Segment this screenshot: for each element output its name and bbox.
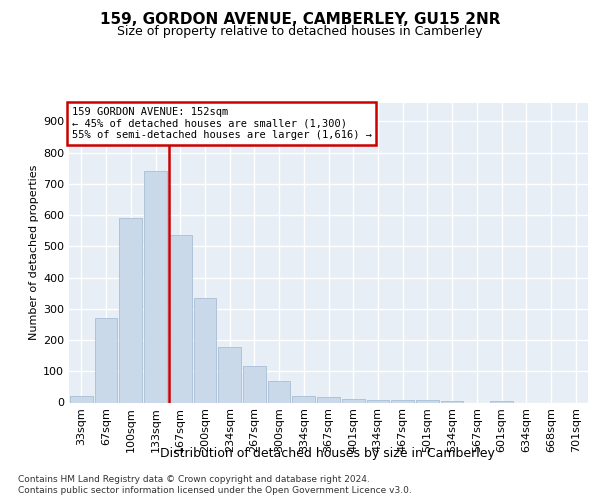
Bar [391,400,414,402]
Bar [169,236,191,402]
Bar [95,318,118,402]
Bar [218,347,241,403]
Text: Contains public sector information licensed under the Open Government Licence v3: Contains public sector information licen… [18,486,412,495]
Bar [268,380,290,402]
Bar [70,396,93,402]
Bar [317,397,340,402]
Text: 159 GORDON AVENUE: 152sqm
← 45% of detached houses are smaller (1,300)
55% of se: 159 GORDON AVENUE: 152sqm ← 45% of detac… [71,107,371,140]
Bar [367,400,389,402]
Bar [490,400,513,402]
Text: Distribution of detached houses by size in Camberley: Distribution of detached houses by size … [160,448,494,460]
Bar [243,366,266,403]
Bar [416,400,439,402]
Bar [144,171,167,402]
Text: Contains HM Land Registry data © Crown copyright and database right 2024.: Contains HM Land Registry data © Crown c… [18,475,370,484]
Bar [342,399,365,402]
Bar [119,218,142,402]
Y-axis label: Number of detached properties: Number of detached properties [29,165,39,340]
Bar [441,400,463,402]
Text: Size of property relative to detached houses in Camberley: Size of property relative to detached ho… [117,25,483,38]
Bar [292,396,315,402]
Bar [194,298,216,403]
Text: 159, GORDON AVENUE, CAMBERLEY, GU15 2NR: 159, GORDON AVENUE, CAMBERLEY, GU15 2NR [100,12,500,28]
